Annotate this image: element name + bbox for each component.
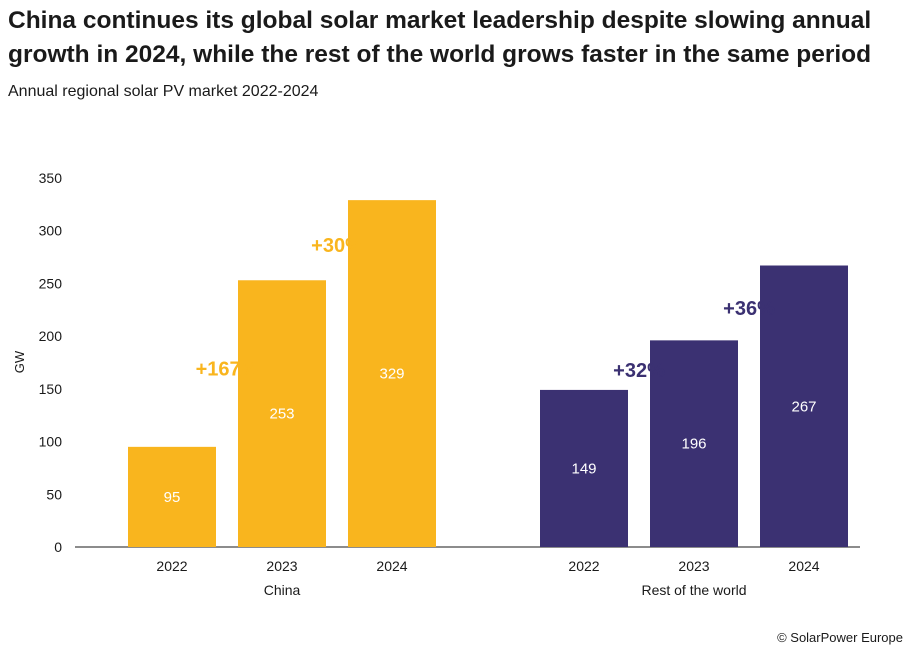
bar-value-label: 149 — [571, 460, 596, 477]
group-label-china: China — [264, 582, 301, 598]
bar-value-label: 196 — [681, 436, 706, 453]
chart-title: China continues its global solar market … — [8, 7, 872, 68]
bar-value-label: 95 — [164, 489, 181, 506]
y-tick-label: 150 — [39, 381, 63, 397]
chart-subtitle: Annual regional solar PV market 2022-202… — [8, 83, 319, 100]
bar-value-label: 329 — [379, 366, 404, 383]
bar-value-label: 253 — [269, 406, 294, 423]
x-tick-label: 2022 — [568, 558, 599, 574]
bar-china-2023 — [238, 280, 326, 547]
y-tick-label: 100 — [39, 434, 63, 450]
y-tick-label: 50 — [46, 486, 62, 502]
bar-rest-of-the-world-2024 — [760, 265, 848, 547]
bar-value-label: 267 — [791, 398, 816, 415]
bar-china-2022 — [128, 446, 216, 547]
y-tick-label: 250 — [39, 275, 63, 291]
growth-label: +36% — [723, 298, 775, 320]
x-tick-label: 2023 — [678, 558, 709, 574]
credit-text: © SolarPower Europe — [777, 630, 903, 645]
growth-label: +167% — [196, 359, 259, 381]
x-tick-label: 2024 — [376, 558, 407, 574]
x-tick-label: 2023 — [266, 558, 297, 574]
bar-china-2024 — [348, 200, 436, 547]
growth-label: +30% — [311, 235, 363, 257]
growth-label: +32% — [613, 360, 665, 382]
y-axis-title: GW — [12, 350, 27, 373]
bar-rest-of-the-world-2023 — [650, 340, 738, 547]
x-tick-label: 2022 — [156, 558, 187, 574]
y-tick-label: 200 — [39, 328, 63, 344]
bar-rest-of-the-world-2022 — [540, 389, 628, 547]
y-tick-label: 350 — [39, 170, 63, 186]
group-label-rest-of-the-world: Rest of the world — [641, 582, 746, 598]
x-tick-label: 2024 — [788, 558, 819, 574]
y-tick-label: 0 — [54, 539, 62, 555]
y-tick-label: 300 — [39, 223, 63, 239]
